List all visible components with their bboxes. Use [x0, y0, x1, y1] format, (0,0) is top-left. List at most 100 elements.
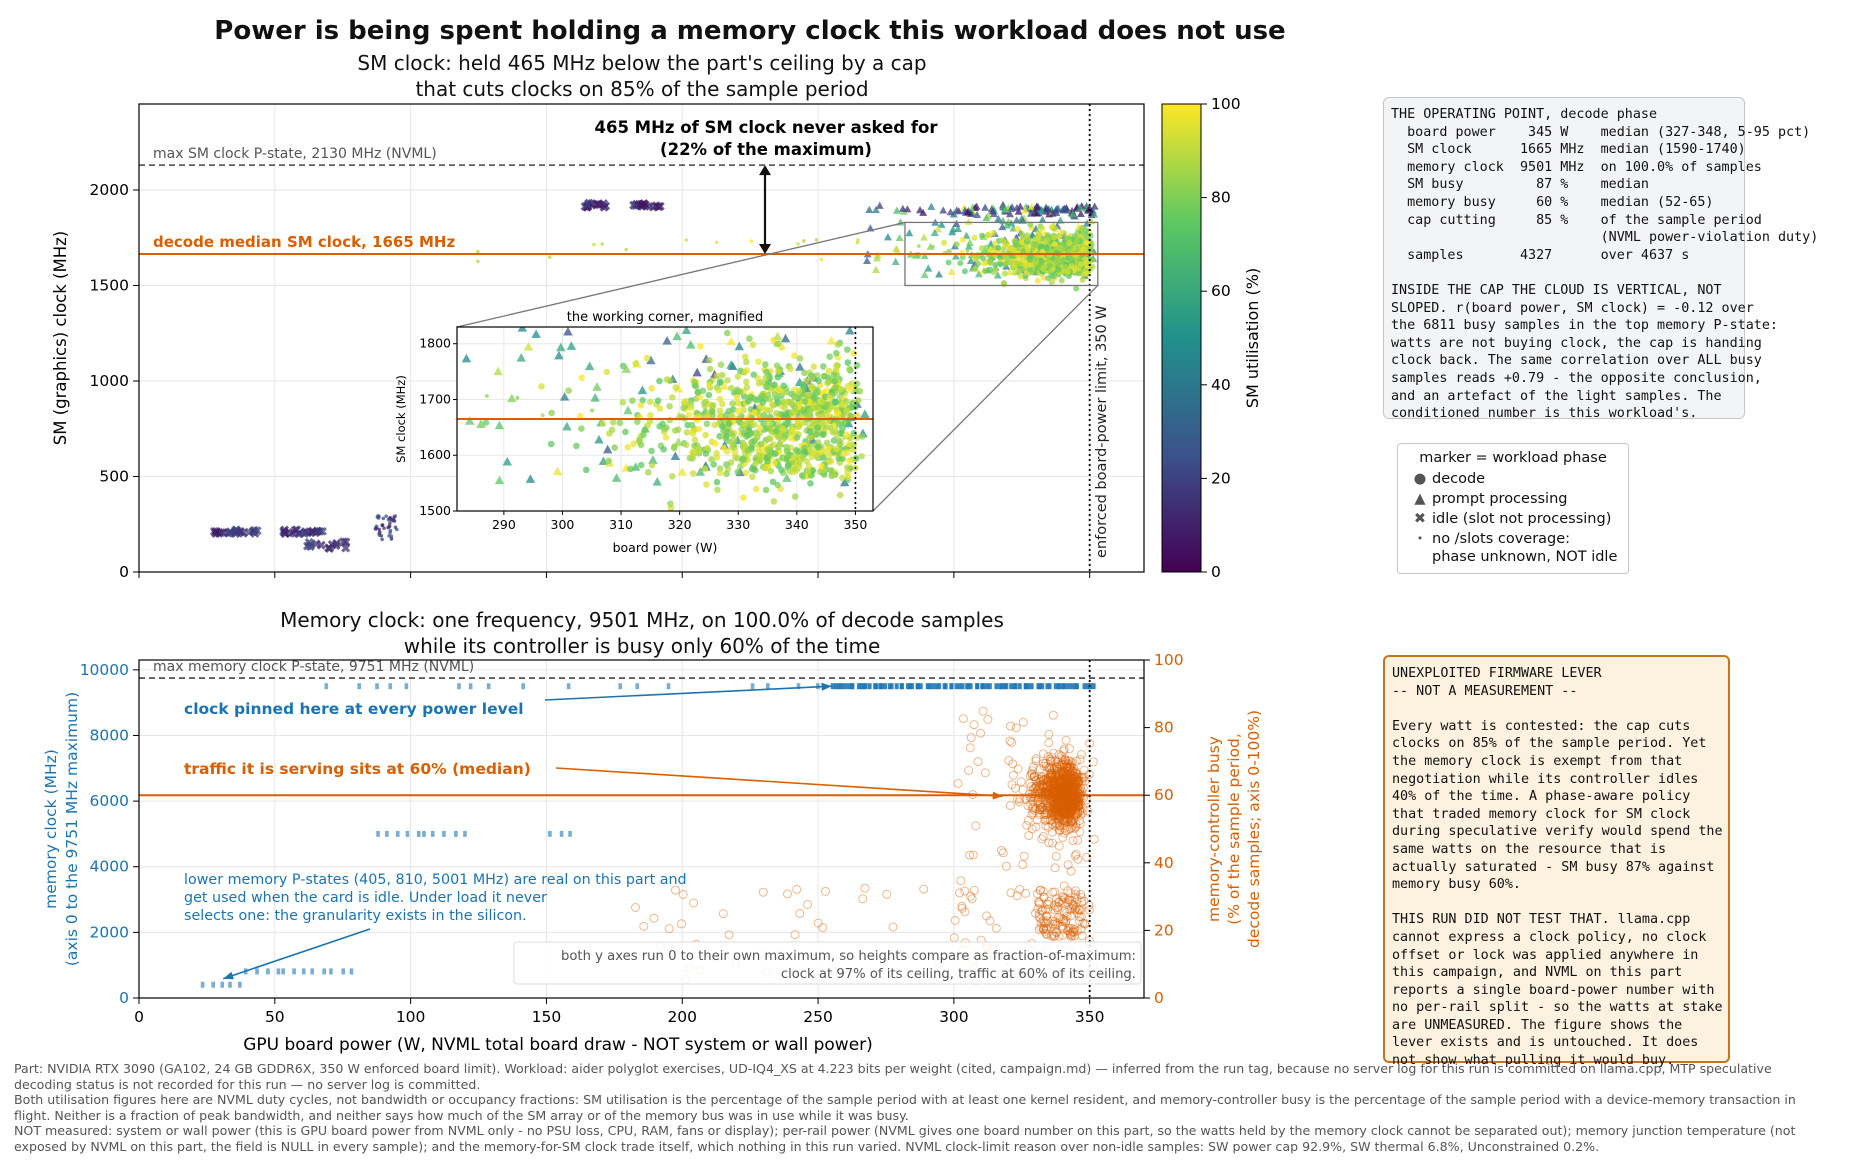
memory-clock-point [833, 683, 838, 690]
memory-busy-point [1062, 777, 1072, 787]
memory-busy-point [1069, 763, 1079, 773]
memory-clock-point [889, 683, 894, 690]
sm-clock-point [1071, 245, 1078, 252]
inset-point [704, 444, 711, 452]
inset-point [662, 336, 672, 345]
memory-busy-point [1055, 801, 1065, 811]
sm-clock-point [592, 199, 602, 209]
memory-busy-point [1054, 815, 1064, 825]
memory-busy-point [1061, 756, 1071, 766]
memory-busy-point [1068, 766, 1078, 776]
memory-busy-point [1067, 800, 1077, 810]
memory-busy-point [1053, 811, 1063, 821]
memory-busy-point [1052, 781, 1062, 791]
memory-busy-point [1050, 807, 1060, 817]
inset-point [770, 336, 777, 344]
memory-busy-point [1064, 791, 1074, 801]
memory-busy-point [1052, 918, 1062, 928]
memory-busy-point [1076, 784, 1086, 794]
sm-clock-point [1054, 260, 1061, 267]
memory-busy-point [1080, 919, 1090, 929]
sm-clock-point [382, 526, 386, 531]
memory-busy-point [1068, 805, 1078, 815]
inset-point [836, 491, 844, 499]
memory-clock-point [468, 683, 473, 690]
memory-busy-point [1041, 929, 1051, 939]
memory-busy-point [1062, 814, 1072, 824]
memory-busy-point [1043, 786, 1053, 796]
memory-busy-point [1058, 792, 1068, 802]
memory-busy-point [1055, 795, 1065, 805]
memory-busy-point [1072, 908, 1082, 918]
memory-busy-point [1058, 804, 1068, 814]
inset-point [695, 467, 705, 476]
sm-clock-point [547, 255, 552, 260]
memory-busy-point [782, 889, 792, 899]
legend-marker-icon: ● [1413, 471, 1427, 487]
memory-busy-point [1043, 814, 1053, 824]
memory-busy-point [1038, 916, 1048, 926]
footnote-line: flight. Neither is a fraction of peak ba… [14, 1107, 909, 1123]
inset-point [840, 450, 848, 457]
memory-busy-point [1059, 810, 1069, 820]
inset-point [761, 361, 769, 368]
memory-busy-point [1040, 787, 1050, 797]
inset-point [563, 327, 573, 336]
sm-clock-point [952, 206, 961, 214]
memory-busy-point [1067, 787, 1077, 797]
memory-busy-point [1066, 791, 1076, 801]
memory-busy-point [1052, 809, 1062, 819]
inset-point [689, 448, 697, 456]
inset-point [637, 461, 645, 469]
sm-clock-point [1017, 273, 1024, 280]
memory-busy-point [724, 930, 734, 940]
inset-point [775, 368, 782, 376]
inset-point [494, 475, 505, 485]
memory-busy-point [1061, 773, 1071, 783]
memory-busy-point [1062, 779, 1072, 789]
sm-clock-point [1082, 258, 1087, 263]
memory-busy-point [1048, 797, 1058, 807]
memory-busy-point [1039, 924, 1049, 934]
inset-point [714, 486, 721, 494]
bottom-grid [138, 660, 1144, 999]
memory-clock-point [486, 683, 491, 690]
memory-busy-point [1042, 899, 1052, 909]
memory-busy-point [1059, 807, 1069, 817]
memory-busy-point [1055, 784, 1065, 794]
memory-busy-point [1069, 795, 1079, 805]
memory-busy-point [1058, 833, 1068, 843]
memory-busy-point [1050, 771, 1060, 781]
memory-clock-point [329, 968, 333, 975]
memory-busy-point [1058, 771, 1068, 781]
memory-busy-point [1069, 790, 1079, 800]
memory-busy-point [1063, 770, 1073, 780]
memory-busy-point [1056, 773, 1066, 783]
memory-busy-point [1066, 777, 1076, 787]
sm-clock-point [1038, 243, 1045, 250]
inset-point [702, 398, 710, 406]
inset-point [717, 361, 725, 368]
memory-busy-point [858, 894, 868, 904]
bottom-y-right-tick-label: 20 [1154, 921, 1174, 939]
inset-point [670, 451, 681, 460]
memory-busy-point [1069, 797, 1079, 807]
memory-clock-point [859, 683, 864, 690]
sm-clock-point [1066, 239, 1073, 246]
memory-busy-point [1014, 797, 1024, 807]
memory-busy-point [1065, 805, 1075, 815]
memory-busy-point [1056, 792, 1066, 802]
memory-busy-point [1060, 795, 1070, 805]
inset-x-tick-label: 290 [492, 517, 516, 532]
memory-busy-point [1038, 781, 1048, 791]
inset-point [814, 424, 821, 431]
memory-busy-point [1046, 770, 1056, 780]
inset-point [795, 362, 805, 371]
inset-point [516, 353, 526, 362]
inset-point [623, 405, 633, 415]
memory-busy-point [1072, 809, 1082, 819]
memory-busy-point [1053, 778, 1063, 788]
memory-busy-point [1060, 813, 1070, 823]
memory-busy-point [955, 888, 965, 898]
